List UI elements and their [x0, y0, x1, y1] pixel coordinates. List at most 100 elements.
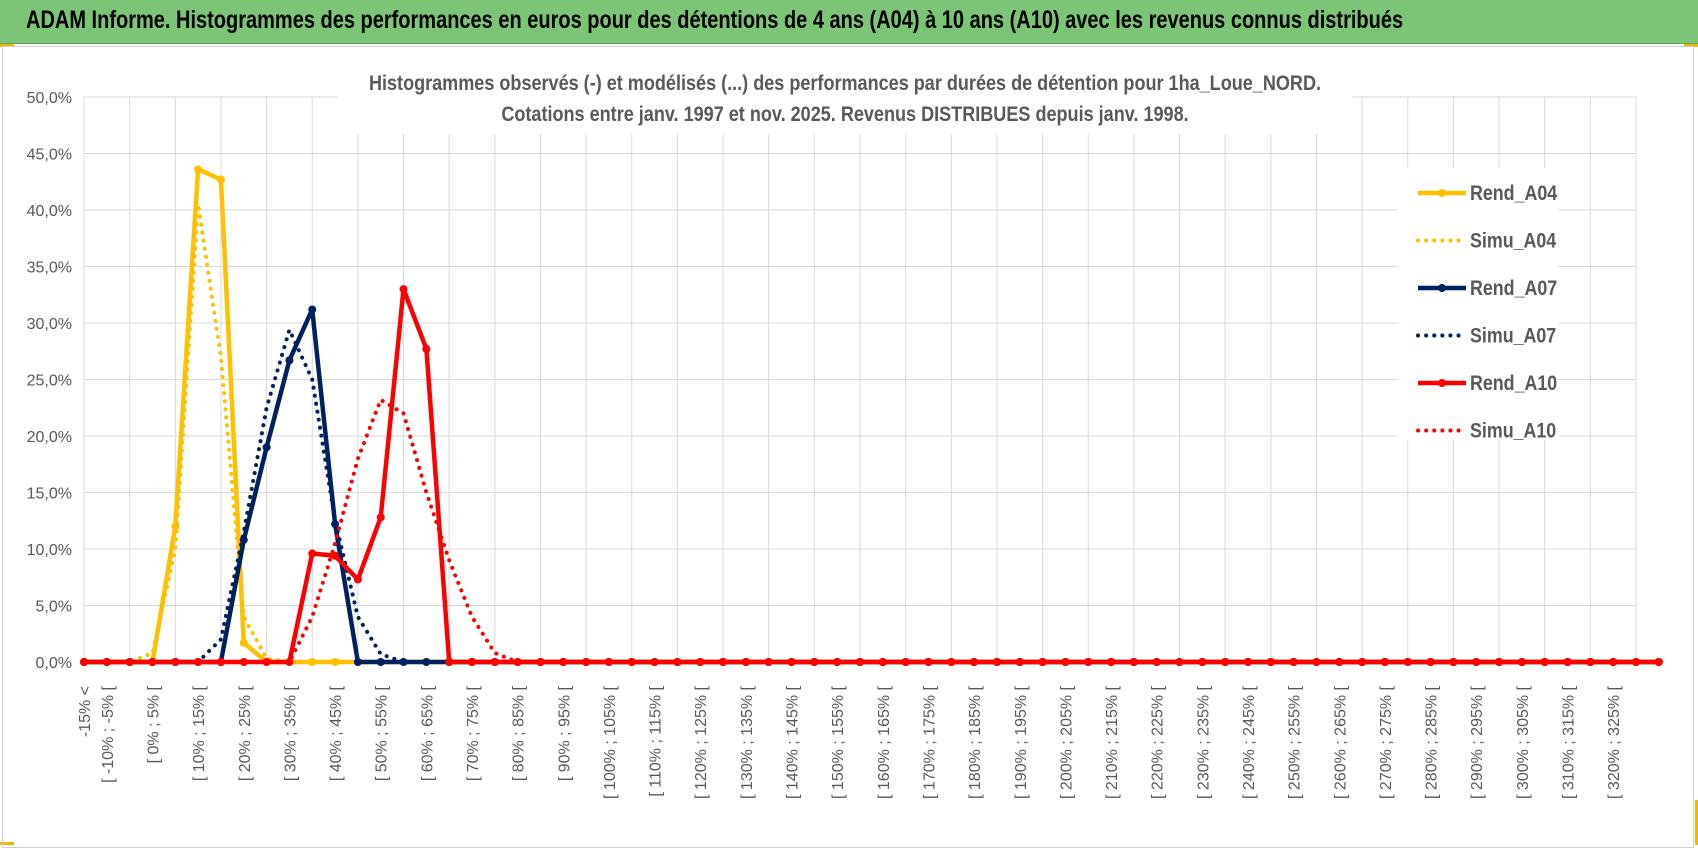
data-point-rend-a10: [1061, 658, 1070, 666]
data-point-rend-a10: [445, 658, 454, 666]
data-point-rend-a10: [1540, 658, 1549, 666]
y-tick-label: 30,0%: [27, 316, 72, 333]
legend-label-simu-a10: Simu_A10: [1470, 419, 1556, 443]
chart-subtitle: Cotations entre janv. 1997 et nov. 2025.…: [501, 103, 1188, 127]
y-tick-label: 50,0%: [27, 90, 72, 107]
x-tick-label: [ 210% ; 215% [: [1104, 685, 1121, 799]
x-tick-label: [ 250% ; 255% [: [1287, 685, 1304, 799]
data-point-rend-a10: [1289, 658, 1298, 666]
chart-title: Histogrammes observés (-) et modélisés (…: [369, 72, 1321, 96]
data-point-rend-a10: [1654, 658, 1663, 666]
x-axis-tick-labels: -15% < [ -10% ; -5% [[ 0% ; 5% [[ 10% ; 1…: [77, 685, 1623, 799]
data-point-rend-a10: [673, 658, 682, 666]
x-tick-label: [ 20% ; 25% [: [237, 685, 254, 781]
legend-background: [1398, 168, 1558, 440]
data-point-rend-a10: [1403, 658, 1412, 666]
data-point-rend-a04: [194, 165, 203, 174]
data-point-rend-a07: [353, 658, 362, 666]
y-tick-label: 0,0%: [36, 655, 72, 672]
x-tick-label: [ 170% ; 175% [: [921, 685, 938, 799]
data-point-rend-a07: [285, 356, 294, 365]
data-point-rend-a10: [1449, 658, 1458, 666]
data-point-rend-a10: [650, 658, 659, 666]
x-tick-label: [ 30% ; 35% [: [282, 685, 299, 781]
x-tick-label: [ 230% ; 235% [: [1195, 685, 1212, 799]
data-point-rend-a07: [262, 443, 271, 452]
x-tick-label: [ -10% ; -5% [: [100, 685, 117, 782]
data-point-rend-a10: [1586, 658, 1595, 666]
data-point-rend-a10: [901, 658, 910, 666]
x-tick-label: [ 10% ; 15% [: [191, 685, 208, 781]
x-tick-label: [ 180% ; 185% [: [967, 685, 984, 799]
x-tick-label: [ 90% ; 95% [: [556, 685, 573, 781]
legend: Rend_A04 Simu_A04 Rend_A07 Simu_A07 Rend_A10…: [1416, 182, 1557, 443]
y-axis-tick-labels: 0,0% 5,0% 10,0% 15,0% 20,0% 25,0% 30,0% 35,0% 40…: [27, 90, 72, 672]
report-banner-title: ADAM Informe. Histogrammes des performan…: [26, 6, 1404, 34]
data-point-rend-a10: [1426, 658, 1435, 666]
data-point-rend-a10: [490, 658, 499, 666]
data-point-rend-a10: [559, 658, 568, 666]
data-point-rend-a10: [1175, 658, 1184, 666]
x-tick-label: [ 160% ; 165% [: [876, 685, 893, 799]
x-tick-label: [ 290% ; 295% [: [1469, 685, 1486, 799]
data-point-rend-a10: [582, 658, 591, 666]
x-tick-label: [ 300% ; 305% [: [1515, 685, 1532, 799]
data-point-rend-a10: [422, 344, 431, 353]
data-point-rend-a10: [308, 549, 317, 558]
data-point-rend-a04: [308, 658, 317, 666]
data-point-rend-a10: [1198, 658, 1207, 666]
x-tick-label: [ 190% ; 195% [: [1013, 685, 1030, 799]
corner-accent-bottom-left: [0, 842, 14, 845]
x-tick-label: [ 140% ; 145% [: [785, 685, 802, 799]
data-point-rend-a10: [810, 658, 819, 666]
data-point-rend-a10: [1152, 658, 1161, 666]
y-tick-label: 5,0%: [36, 599, 72, 616]
x-tick-label: [ 50% ; 55% [: [374, 685, 391, 781]
data-point-rend-a10: [833, 658, 842, 666]
data-point-rend-a07: [376, 658, 385, 666]
y-tick-label: 40,0%: [27, 203, 72, 220]
data-point-rend-a10: [696, 658, 705, 666]
x-tick-label: [ 150% ; 155% [: [830, 685, 847, 799]
x-tick-label: [ 80% ; 85% [: [511, 685, 528, 781]
legend-label-simu-a07: Simu_A07: [1470, 324, 1556, 348]
data-point-rend-a04: [239, 638, 248, 647]
x-tick-label: [ 270% ; 275% [: [1378, 685, 1395, 799]
x-tick-label: [ 260% ; 265% [: [1332, 685, 1349, 799]
y-tick-label: 10,0%: [27, 542, 72, 559]
corner-accent-top-right: [1684, 44, 1698, 47]
data-point-rend-a07: [308, 305, 317, 314]
legend-marker-rend-a10: [1438, 379, 1446, 387]
x-tick-label: [ 220% ; 225% [: [1150, 685, 1167, 799]
x-tick-label: -15% <: [77, 686, 94, 737]
y-tick-label: 35,0%: [27, 260, 72, 277]
data-point-rend-a10: [1312, 658, 1321, 666]
legend-label-rend-a10: Rend_A10: [1470, 372, 1557, 396]
legend-label-rend-a07: Rend_A07: [1470, 277, 1557, 301]
data-point-rend-a10: [353, 575, 362, 584]
legend-marker-rend-a04: [1438, 189, 1446, 197]
data-point-rend-a10: [376, 513, 385, 522]
x-tick-label: [ 310% ; 315% [: [1561, 685, 1578, 799]
data-point-rend-a10: [1038, 658, 1047, 666]
data-point-rend-a10: [1335, 658, 1344, 666]
x-tick-label: [ 320% ; 325% [: [1606, 685, 1623, 799]
series-lines: [80, 165, 1663, 666]
data-point-rend-a10: [1563, 658, 1572, 666]
data-point-rend-a04: [216, 175, 225, 184]
x-tick-label: [ 240% ; 245% [: [1241, 685, 1258, 799]
x-tick-label: [ 70% ; 75% [: [465, 685, 482, 781]
title-background: [338, 64, 1352, 134]
y-tick-label: 20,0%: [27, 429, 72, 446]
data-point-rend-a10: [536, 658, 545, 666]
data-point-rend-a10: [148, 658, 157, 666]
x-tick-label: [ 100% ; 105% [: [602, 685, 619, 799]
data-point-rend-a10: [125, 658, 134, 666]
legend-label-simu-a04: Simu_A04: [1470, 229, 1556, 253]
x-tick-label: [ 130% ; 135% [: [739, 685, 756, 799]
grid-lines: [83, 96, 1637, 663]
y-tick-label: 15,0%: [27, 486, 72, 503]
data-point-rend-a10: [947, 658, 956, 666]
x-tick-label: [ 280% ; 285% [: [1424, 685, 1441, 799]
y-tick-label: 45,0%: [27, 147, 72, 164]
